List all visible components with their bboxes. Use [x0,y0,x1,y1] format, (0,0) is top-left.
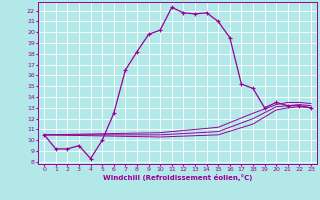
X-axis label: Windchill (Refroidissement éolien,°C): Windchill (Refroidissement éolien,°C) [103,174,252,181]
